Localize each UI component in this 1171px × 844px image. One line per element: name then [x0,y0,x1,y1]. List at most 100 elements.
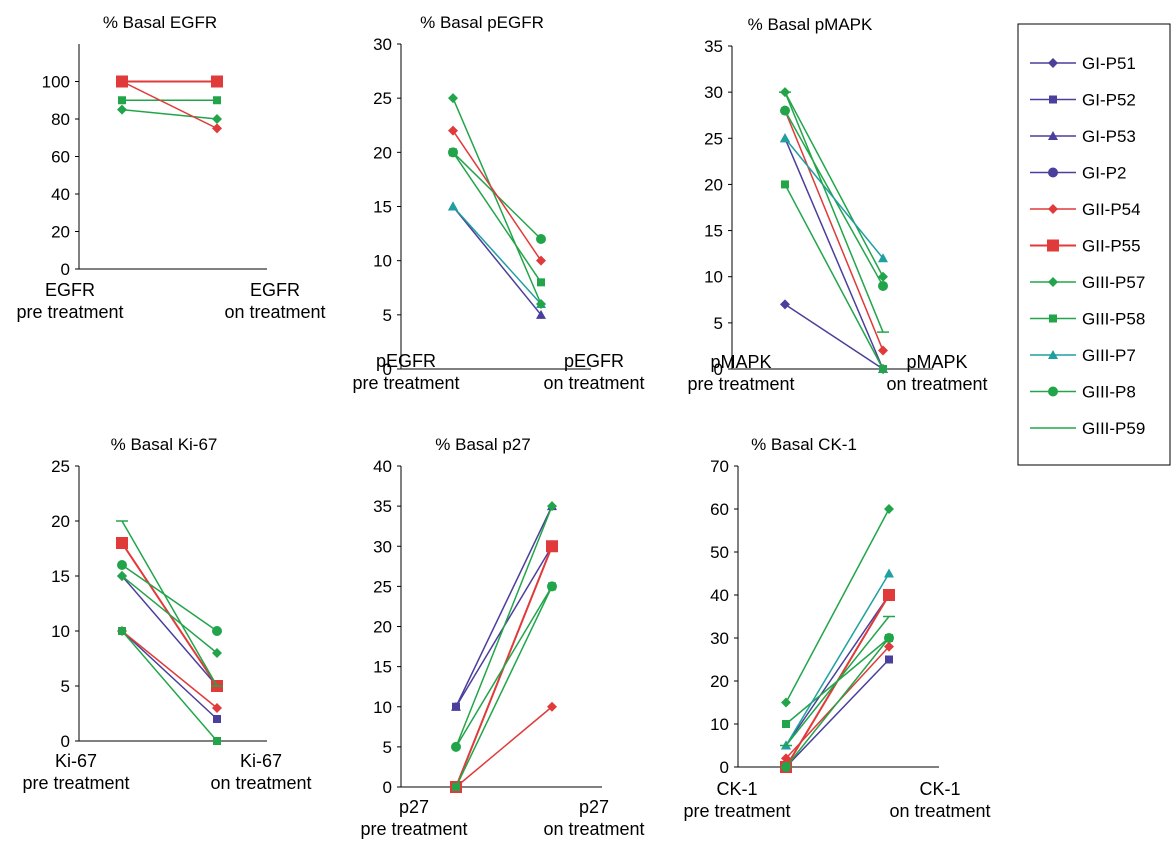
series-line [785,637,890,768]
data-point [448,93,458,104]
series-gi-p51 [780,299,888,374]
data-point [780,105,790,116]
legend-marker [1048,350,1058,359]
legend-item-gi-p52: GI-P52 [1030,91,1136,110]
y-tick-label: 15 [704,222,723,241]
chart-egfr: % Basal EGFR 0 20 40 60 80 100 EGFR pre treatmen… [16,13,325,322]
x-category-label: EGFR pre treatment [16,280,123,322]
legend-marker [1049,95,1057,104]
x-category-label: CK-1 on treatment [889,779,990,821]
series-giii-p57 [117,571,222,658]
y-tick-label: 100 [42,73,70,92]
y-tick-label: 0 [61,260,70,279]
y-tick-label: 0 [383,778,392,797]
data-point [117,560,127,570]
data-point [448,147,458,158]
legend-item-giii-p8: GIII-P8 [1030,383,1136,402]
legend-label: GIII-P8 [1082,383,1136,402]
series-line [784,303,884,370]
y-tick-label: 80 [51,110,70,129]
data-point [781,697,791,708]
legend-item-giii-p58: GIII-P58 [1030,310,1145,329]
series-line [455,505,553,748]
series-line [452,205,542,305]
data-point [451,741,461,752]
series-line [785,594,890,746]
series-line [452,130,542,262]
y-tick-label: 20 [51,512,70,531]
y-tick-label: 15 [51,567,70,586]
legend-marker [1048,204,1058,214]
data-point [212,123,222,134]
data-point [884,504,894,514]
series-giii-p8 [117,560,222,636]
y-tick-label: 5 [383,306,392,325]
legend-label: GII-P54 [1082,200,1141,219]
series-line [121,575,218,687]
series-giii-p58 [118,96,221,105]
legend-label: GI-P51 [1082,54,1136,73]
chart-ki-67: % Basal Ki-67 0 5 10 15 20 25 Ki-67 pre treatmen… [22,435,311,793]
series-gii-p54 [780,105,888,356]
series-giii-p59 [116,520,223,687]
data-point [780,299,790,310]
data-point [116,75,128,88]
y-tick-label: 60 [710,500,729,519]
series-gi-p52 [118,627,221,723]
y-tick-label: 30 [710,629,729,648]
chart-pegfr: % Basal pEGFR 0 5 10 15 20 25 30 pEGFR pre treatm… [352,13,644,393]
legend-item-giii-p59: GIII-P59 [1030,419,1145,438]
x-category-label: pMAPK pre treatment [687,352,794,394]
y-tick-label: 35 [704,37,723,56]
series-line [455,706,553,788]
y-tick-label: 5 [383,738,392,757]
legend-label: GII-P55 [1082,237,1141,256]
data-point [537,278,545,287]
y-tick-label: 70 [710,457,729,476]
y-tick-label: 0 [720,758,729,777]
legend-label: GIII-P57 [1082,273,1145,292]
y-tick-label: 40 [710,586,729,605]
y-tick-label: 20 [373,618,392,637]
series-line [785,508,890,703]
x-category-label: p27 on treatment [543,797,644,839]
data-point [117,571,127,581]
data-point [452,783,460,791]
series-line [121,575,218,654]
series-line [785,616,890,746]
y-tick-label: 30 [373,537,392,556]
y-tick-label: 25 [51,457,70,476]
data-point [536,255,546,266]
data-point [547,701,557,712]
y-tick-label: 40 [373,457,392,476]
legend-label: GIII-P58 [1082,310,1145,329]
y-tick-label: 10 [51,622,70,641]
data-point [213,715,221,723]
y-tick-label: 0 [714,360,723,379]
data-point [118,627,126,635]
y-tick-label: 25 [373,89,392,108]
data-point [212,626,222,636]
series-giii-p58 [118,627,221,745]
data-point [878,345,888,356]
chart-title: % Basal p27 [435,435,530,454]
series-giii-p57 [451,501,557,752]
x-category-label: Ki-67 pre treatment [22,751,129,793]
y-tick-label: 40 [51,185,70,204]
series-line [121,630,218,742]
legend-marker [1048,386,1058,397]
series-line [452,97,542,305]
legend-item-gi-p2: GI-P2 [1030,164,1126,183]
y-tick-label: 0 [383,360,392,379]
data-point [878,280,888,291]
legend-marker [1048,277,1058,287]
legend-marker [1048,167,1058,178]
data-point [448,125,458,136]
y-tick-label: 10 [373,252,392,271]
x-category-label: pMAPK on treatment [886,352,987,394]
series-line [121,564,218,632]
chart-title: % Basal CK-1 [751,435,857,454]
series-gii-p55 [116,75,223,88]
y-tick-label: 60 [51,148,70,167]
y-tick-label: 10 [373,698,392,717]
